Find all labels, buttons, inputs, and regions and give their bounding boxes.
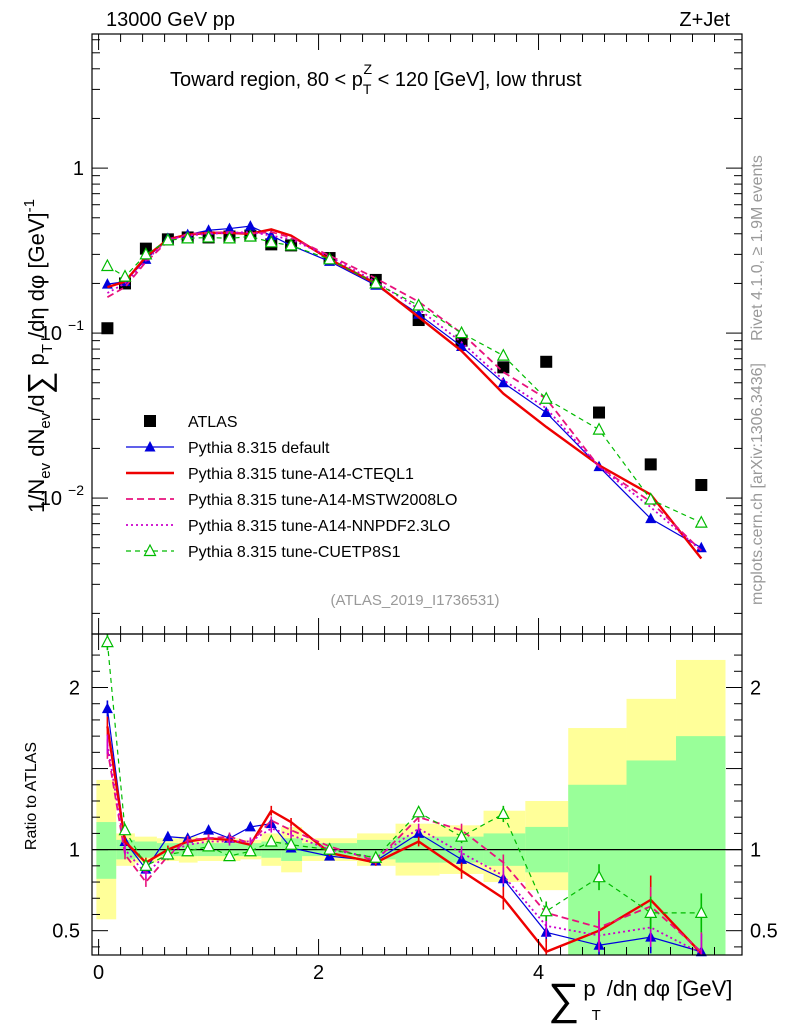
header-left: 13000 GeV pp [106,9,235,31]
legend-label-4: Pythia 8.315 tune-A14-NNPDF2.3LO [188,518,450,535]
ratio-tick-label-2: 1 [69,840,80,862]
ratio-tick-label-right-2: 1 [750,840,761,862]
legend-label-2: Pythia 8.315 tune-A14-CTEQL1 [188,466,414,483]
legend-marker-1 [144,441,156,452]
y-tick-label-1: 10 [40,323,62,345]
main-point-1-6 [223,222,235,234]
main-point-5-1 [118,269,132,282]
ratio-point-5-18 [694,905,708,918]
ratio-point-5-2 [139,858,153,871]
main-point-5-11 [369,276,383,289]
ratio-point-5-15 [539,903,553,917]
main-point-1-7 [244,220,256,231]
main-point-5-16 [592,422,606,435]
main-line-2 [107,228,703,560]
y-tick-exp-1: −1 [68,317,84,333]
main-point-5-17 [644,492,658,505]
main-point-5-2 [139,247,153,260]
main-point-5-8 [264,235,278,248]
ratio-point-5-13 [455,829,469,842]
main-point-0-15 [540,355,553,368]
ratio-point-5-12 [412,805,426,818]
ratio-tick-label-0: 2 [69,678,80,700]
legend-label-1: Pythia 8.315 default [188,440,330,457]
band-green-16 [568,784,627,955]
main-point-5-5 [202,230,216,243]
legend-label-0: ATLAS [188,414,238,431]
main-point-5-6 [222,231,236,244]
ratio-point-5-0 [100,634,114,648]
main-point-5-13 [455,325,469,339]
main-point-1-18 [695,541,707,553]
ratio-point-5-8 [264,834,278,847]
ratio-point-5-16 [592,869,606,883]
ratio-point-5-9 [284,837,298,850]
main-series-layer [100,220,708,560]
ratio-point-5-7 [243,843,257,857]
main-point-5-0 [100,258,114,272]
ratio-point-5-1 [118,822,132,836]
y-tick-exp-2: −2 [68,482,84,498]
main-point-0-18 [695,479,708,492]
legend-label-5: Pythia 8.315 tune-CUETP8S1 [188,544,401,561]
main-point-5-9 [284,238,298,251]
main-point-5-15 [539,391,553,404]
x-tick-label-1: 2 [313,962,324,984]
main-point-1-15 [540,406,552,418]
ratio-point-5-5 [202,839,216,852]
main-point-5-10 [323,252,337,265]
band-green-0 [96,822,117,879]
ratio-point-5-14 [496,806,510,820]
ratio-point-5-4 [181,843,195,857]
header-right: Z+Jet [679,9,730,31]
ratio-series-layer [100,634,708,957]
y-tick-label-0: 1 [73,158,84,180]
ratio-frame [91,633,743,956]
main-point-0-14 [497,361,510,374]
main-point-1-17 [645,512,657,524]
axes-layer: 0 2 4 1 10 −1 10 −2 2 2 1 1 0.5 0.5 [40,33,778,984]
main-y-axis-label: 1/Nev dNev/d∑ pT /dη dφ [GeV]-1 [21,199,57,513]
ratio-point-5-17 [644,905,658,918]
ratio-point-5-3 [161,847,175,860]
ratio-point-5-10 [323,842,337,855]
main-point-5-18 [694,515,708,528]
legend: ATLAS Pythia 8.315 default Pythia 8.315 tu… [126,414,457,561]
main-point-5-14 [496,348,510,361]
legend-marker-5 [143,543,157,557]
main-point-1-14 [497,376,509,388]
legend-marker-0 [144,415,156,427]
rivet-label: Rivet 4.1.0, ≥ 1.9M events [749,155,766,341]
ratio-point-1-0 [101,702,113,714]
mcplots-label: mcplots.cern.ch [arXiv:1306.3436] [749,363,766,605]
ratio-tick-label-right-0: 2 [750,678,761,700]
ratio-y-axis-label: Ratio to ATLAS [23,742,40,850]
ratio-point-5-11 [369,850,383,863]
main-point-5-3 [161,233,175,246]
legend-label-3: Pythia 8.315 tune-A14-MSTW2008LO [188,492,457,509]
main-point-0-0 [101,322,114,335]
x-tick-label-2: 4 [533,962,544,984]
main-point-0-16 [593,406,606,419]
ratio-point-1-5 [203,824,215,835]
analysis-id: (ATLAS_2019_I1736531) [330,592,499,609]
ratio-tick-label-right-3: 0.5 [750,921,778,943]
y-tick-label-2: 10 [40,488,62,510]
ratio-tick-label-3: 0.5 [52,921,80,943]
main-point-5-4 [181,231,195,244]
ratio-point-5-6 [222,848,236,862]
ratio-point-1-3 [162,830,174,842]
plot-title: Toward region, 80 < pTZ < 120 [GeV], low… [170,61,582,97]
ratio-point-1-7 [244,820,256,832]
x-tick-label-0: 0 [93,962,104,984]
x-axis-label: ∑ p T/dη dφ [GeV] [548,975,732,1024]
main-point-5-7 [243,229,257,242]
main-point-0-17 [644,458,657,471]
main-point-5-12 [412,298,426,311]
